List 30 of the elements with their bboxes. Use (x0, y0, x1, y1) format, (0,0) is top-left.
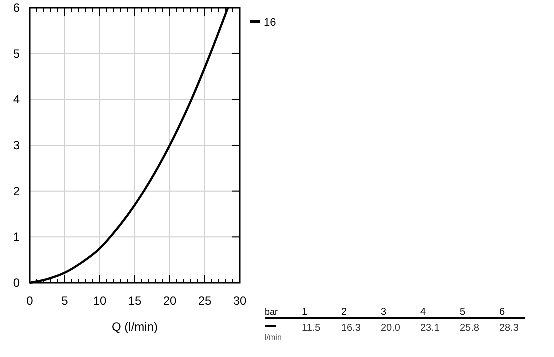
x-tick-label: 10 (93, 294, 107, 308)
x-tick-label: 15 (128, 294, 142, 308)
y-tick-label: 4 (13, 92, 20, 107)
text: 28.3 (500, 323, 520, 334)
text: 16.3 (342, 323, 362, 334)
text: 2 (342, 307, 348, 318)
text: 4 (420, 307, 426, 318)
y-tick-label: 6 (13, 1, 20, 15)
text: 5 (460, 307, 466, 318)
x-tick-label: 20 (163, 294, 177, 308)
text: 6 (500, 307, 506, 318)
y-tick-label: 1 (13, 230, 20, 244)
text: bar (265, 307, 278, 317)
x-tick-label: 30 (233, 294, 247, 308)
text: 3 (381, 307, 387, 318)
text: 20.0 (381, 323, 401, 334)
x-tick-label: 25 (198, 294, 212, 308)
text: 1 (302, 307, 308, 318)
x-tick-label: 5 (62, 294, 69, 308)
y-tick-label: 3 (13, 138, 20, 152)
y-tick-label: 5 (13, 46, 20, 61)
text: 11.5 (302, 323, 322, 334)
x-axis-title: Q (l/min) (112, 320, 158, 334)
y-tick-label: 0 (13, 276, 20, 290)
legend-label: 16 (264, 17, 276, 29)
x-tick-label: 0 (26, 294, 34, 308)
text: 23.1 (420, 323, 440, 334)
text: l/min (265, 333, 282, 342)
y-tick-label: 2 (13, 184, 20, 198)
text: 25.8 (460, 323, 480, 334)
